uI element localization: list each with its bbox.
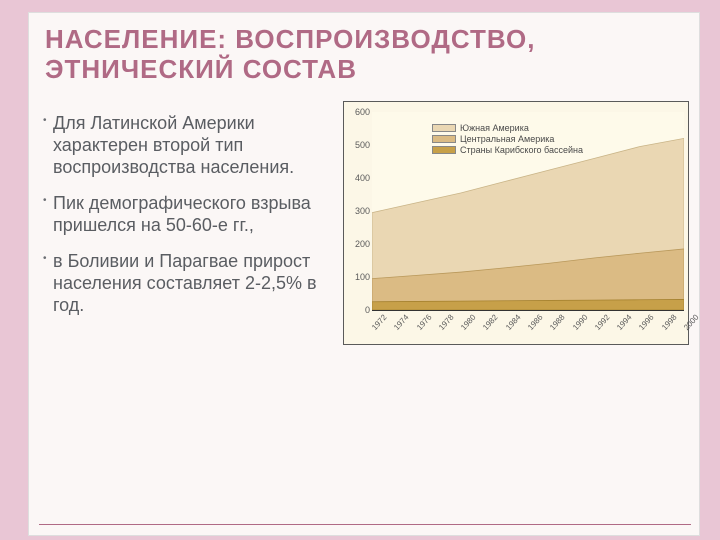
slide-title: НАСЕЛЕНИЕ: ВОСПРОИЗВОДСТВО, ЭТНИЧЕСКИЙ С…: [45, 25, 685, 85]
x-tick-label: 1974: [392, 313, 411, 332]
y-tick-label: 200: [350, 239, 370, 249]
legend-item: Центральная Америка: [432, 133, 583, 144]
y-tick-label: 100: [350, 272, 370, 282]
x-tick-label: 1972: [370, 313, 389, 332]
x-tick-label: 1986: [526, 313, 545, 332]
y-tick-label: 0: [350, 305, 370, 315]
x-tick-label: 1996: [637, 313, 656, 332]
x-tick-label: 1982: [481, 313, 500, 332]
x-tick-label: 1984: [504, 313, 523, 332]
bullet-item: Пик демографического взрыва пришелся на …: [43, 193, 333, 237]
bullet-list: Для Латинской Америки характерен второй …: [43, 113, 333, 331]
x-tick-label: 1988: [548, 313, 567, 332]
x-tick-label: 1994: [615, 313, 634, 332]
x-tick-label: 1990: [571, 313, 590, 332]
chart-inner: 0 100 200 300 400 500 600 Южная Америка Центра…: [348, 106, 684, 340]
legend-label: Страны Карибского бассейна: [460, 145, 583, 155]
y-tick-label: 600: [350, 107, 370, 117]
y-tick-label: 400: [350, 173, 370, 183]
x-axis: [372, 310, 684, 311]
y-tick-label: 500: [350, 140, 370, 150]
bullet-text: Пик демографического взрыва пришелся на …: [53, 193, 311, 235]
area-caribbean: [372, 299, 684, 310]
bullet-text: Для Латинской Америки характерен второй …: [53, 113, 294, 177]
footer-rule: [39, 524, 691, 525]
bullet-item: в Боливии и Парагвае прирост населения с…: [43, 251, 333, 317]
population-chart: 0 100 200 300 400 500 600 Южная Америка Центра…: [343, 101, 689, 345]
x-tick-label: 1976: [415, 313, 434, 332]
x-tick-label: 1980: [459, 313, 478, 332]
bullet-text: в Боливии и Парагвае прирост населения с…: [53, 251, 317, 315]
slide-card: НАСЕЛЕНИЕ: ВОСПРОИЗВОДСТВО, ЭТНИЧЕСКИЙ С…: [28, 12, 700, 536]
bullet-item: Для Латинской Америки характерен второй …: [43, 113, 333, 179]
legend-swatch: [432, 135, 456, 143]
plot-area: Южная Америка Центральная Америка Страны…: [372, 112, 684, 310]
legend-item: Южная Америка: [432, 122, 583, 133]
legend-label: Южная Америка: [460, 123, 529, 133]
x-tick-label: 1992: [593, 313, 612, 332]
legend-swatch: [432, 124, 456, 132]
chart-legend: Южная Америка Центральная Америка Страны…: [432, 122, 583, 155]
x-tick-label: 1978: [437, 313, 456, 332]
y-tick-label: 300: [350, 206, 370, 216]
x-labels: 1972197419761978198019821984198619881990…: [372, 312, 684, 342]
legend-item: Страны Карибского бассейна: [432, 144, 583, 155]
legend-label: Центральная Америка: [460, 134, 554, 144]
x-tick-label: 2000: [682, 313, 701, 332]
legend-swatch: [432, 146, 456, 154]
x-tick-label: 1998: [660, 313, 679, 332]
